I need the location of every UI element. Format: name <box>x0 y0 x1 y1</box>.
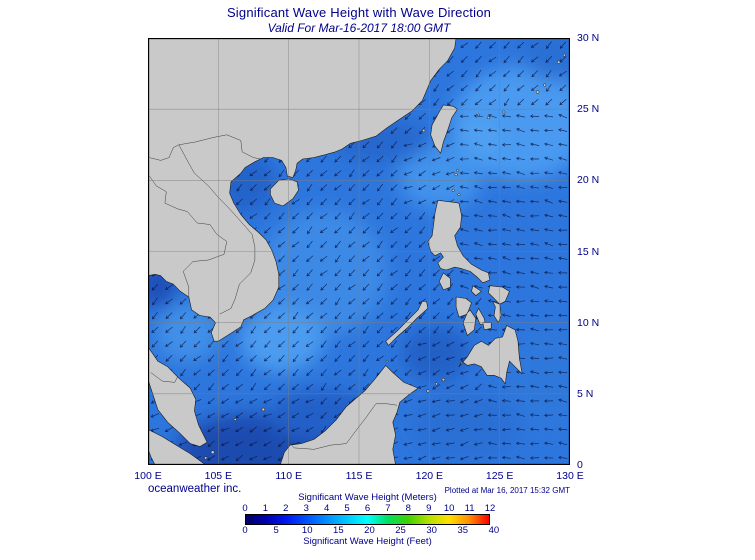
page-title: Significant Wave Height with Wave Direct… <box>226 5 492 20</box>
meters-tick: 5 <box>344 503 350 514</box>
meters-tick: 12 <box>484 503 496 514</box>
map-canvas <box>148 38 570 465</box>
country-borders <box>149 134 398 450</box>
meters-tick: 9 <box>426 503 432 514</box>
lon-tick-label: 100 E <box>134 470 162 482</box>
meters-tick: 7 <box>385 503 391 514</box>
meters-tick: 1 <box>262 503 269 514</box>
lon-tick-label: 115 E <box>345 470 373 482</box>
meters-tick: 0 <box>242 503 248 514</box>
feet-tick: 10 <box>301 525 313 536</box>
meters-tick: 8 <box>405 503 411 514</box>
feet-tick: 40 <box>488 525 500 536</box>
meters-tick: 10 <box>443 503 455 514</box>
colorbar-title-meters: Significant Wave Height (Meters) <box>298 492 437 503</box>
meters-tick: 11 <box>464 503 475 514</box>
map-svg <box>148 38 570 465</box>
valid-time-subtitle: Valid For Mar-16-2017 18:00 GMT <box>267 21 451 35</box>
lat-tick-label: 25 N <box>577 103 600 116</box>
plotted-timestamp: Plotted at Mar 16, 2017 15:32 GMT <box>444 486 570 495</box>
colorbar-gradient <box>245 514 490 525</box>
header: Significant Wave Height with Wave Direct… <box>148 5 570 35</box>
lat-tick-label: 5 N <box>577 387 594 400</box>
brand-text: oceanweather inc. <box>148 483 242 495</box>
feet-tick: 20 <box>364 525 375 536</box>
lat-tick-label: 0 <box>577 459 583 471</box>
meters-tick: 2 <box>283 503 289 514</box>
feet-tick: 0 <box>242 525 248 536</box>
lat-tick-label: 20 N <box>577 174 600 187</box>
lon-tick-label: 105 E <box>204 470 233 482</box>
lat-tick-label: 30 N <box>577 32 600 44</box>
meters-tick: 3 <box>303 503 309 514</box>
feet-tick: 15 <box>333 525 344 536</box>
grid-lines <box>148 38 570 465</box>
lon-tick-label: 130 E <box>556 470 584 482</box>
map-border <box>148 38 570 465</box>
feet-tick: 35 <box>457 525 469 536</box>
lon-tick-label: 125 E <box>485 470 514 482</box>
meters-tick: 4 <box>324 503 330 514</box>
lon-tick-label: 120 E <box>415 470 444 482</box>
colorbar-title-feet: Significant Wave Height (Feet) <box>303 536 432 547</box>
colorbar-meters-ticks: 0 1 2 3 4 5 6 7 8 9 10 11 12 <box>242 503 495 514</box>
feet-tick: 30 <box>426 525 437 536</box>
lat-tick-label: 10 N <box>577 316 600 329</box>
colorbar-feet-ticks: 0 5 10 15 20 25 30 35 40 <box>242 525 499 536</box>
feet-tick: 5 <box>273 525 279 536</box>
meters-tick: 6 <box>364 503 371 514</box>
wave-height-field <box>148 38 570 465</box>
lon-tick-label: 110 E <box>275 470 302 482</box>
feet-tick: 25 <box>395 525 406 536</box>
lat-tick-label: 15 N <box>577 245 600 258</box>
land <box>148 38 566 465</box>
